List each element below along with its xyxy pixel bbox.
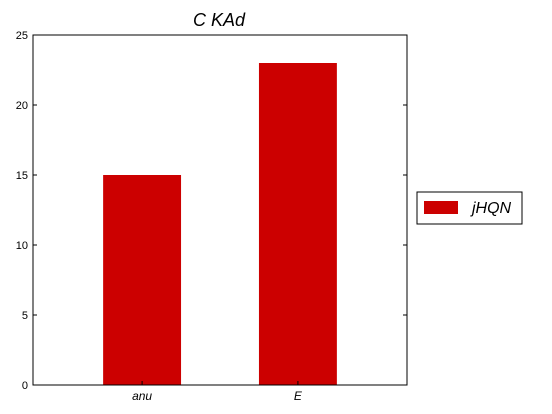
y-ticks: 0 5 10 15 20 25 — [16, 30, 407, 392]
y-tick-label: 10 — [16, 240, 28, 252]
x-tick-label: E — [294, 389, 303, 403]
bar-anu — [103, 175, 182, 385]
y-tick-label: 25 — [16, 30, 28, 42]
x-tick-label: anu — [132, 389, 152, 403]
legend-swatch — [424, 201, 458, 214]
x-tick-labels: anu E — [132, 389, 303, 403]
y-tick-label: 0 — [22, 380, 28, 392]
chart-title: C KAd — [193, 10, 246, 30]
y-tick-label: 5 — [22, 310, 28, 322]
legend-label: jHQN — [470, 200, 512, 217]
legend: jHQN — [416, 191, 523, 225]
bars-layer — [103, 63, 337, 385]
bar-E — [258, 63, 337, 385]
plot-area-frame — [32, 34, 408, 386]
y-tick-label: 15 — [16, 170, 28, 182]
y-tick-label: 20 — [16, 100, 28, 112]
